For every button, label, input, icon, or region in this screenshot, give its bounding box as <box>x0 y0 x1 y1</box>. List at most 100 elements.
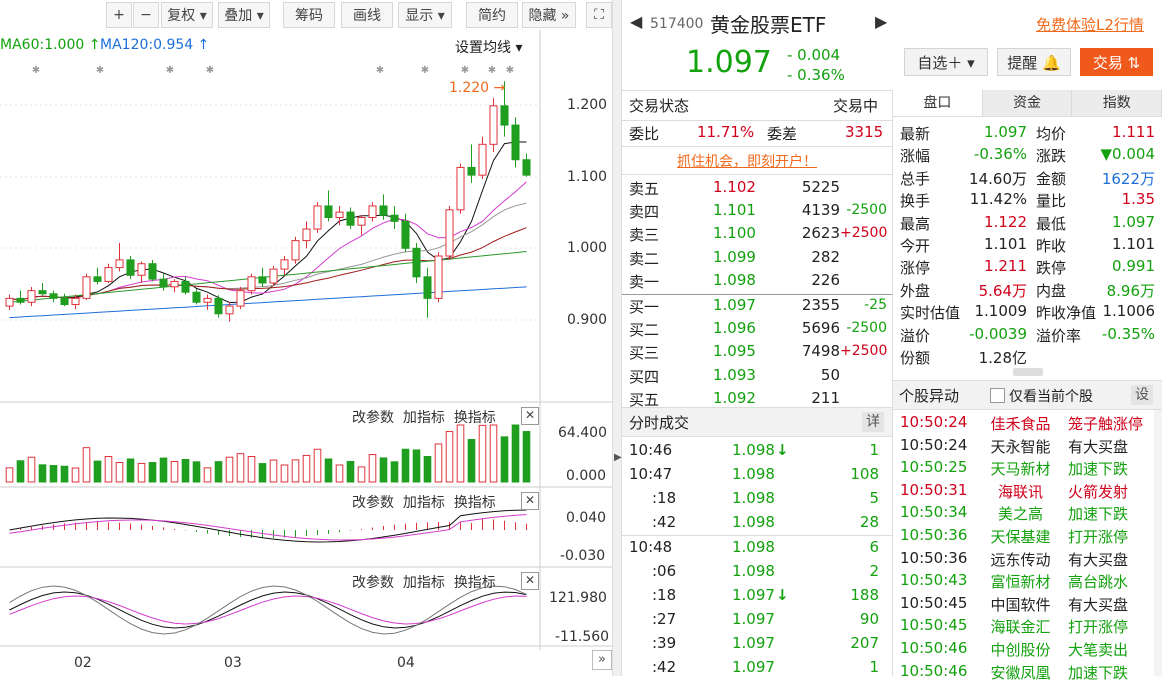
zoom-out-button[interactable]: − <box>133 2 159 28</box>
zoom-in-button[interactable]: + <box>106 2 132 28</box>
event-marker-icon: ✱ <box>506 65 514 76</box>
mover-stock-name[interactable]: 中创股份 <box>990 641 1051 659</box>
hide-button[interactable]: 隐藏 » <box>522 2 576 28</box>
mover-stock-name[interactable]: 中国软件 <box>990 595 1051 614</box>
movers-settings-button[interactable]: 设 <box>1131 385 1153 405</box>
mover-stock-name[interactable]: 美之高 <box>997 505 1043 524</box>
edit-params-button[interactable]: 改参数 <box>352 575 394 591</box>
trade-button[interactable]: 交易 ⇅ <box>1080 48 1153 76</box>
mover-time: 10:50:24 <box>900 413 968 431</box>
mover-stock-name[interactable]: 海联讯 <box>997 482 1043 501</box>
bid-level-price[interactable]: 1.093 <box>713 365 756 384</box>
movers-title: 个股异动 <box>899 387 960 405</box>
bid-level-volume: 2355 <box>801 296 840 314</box>
ask-level-price[interactable]: 1.100 <box>713 224 756 243</box>
stat-value: 1.111 <box>1112 123 1155 141</box>
only-current-checkbox[interactable] <box>990 388 1005 403</box>
tab-funds[interactable]: 资金 <box>982 90 1073 116</box>
candle-body <box>258 276 267 284</box>
add-indicator-button[interactable]: 加指标 <box>402 495 445 511</box>
chips-button[interactable]: 筹码 <box>283 2 335 28</box>
ask-level-price[interactable]: 1.099 <box>713 247 756 266</box>
edit-params-button[interactable]: 改参数 <box>352 410 394 426</box>
tab-pankou[interactable]: 盘口 <box>893 90 983 116</box>
add-watchlist-button[interactable]: 自选＋ ▾ <box>904 48 988 76</box>
movers-scrollbar[interactable] <box>1154 410 1162 676</box>
collapse-handle-icon[interactable]: ▶ <box>614 452 622 463</box>
kline-chart[interactable]: ✱ ✱ ✱ ✱ ✱ ✱ ✱ ✱ ✱ <box>0 30 612 676</box>
candle-body <box>313 205 322 230</box>
change-indicator-button[interactable]: 换指标 <box>453 495 496 511</box>
bid-level-label: 买四 <box>629 367 660 386</box>
stat-label: 溢价 <box>900 326 931 345</box>
mover-stock-name[interactable]: 天永智能 <box>990 437 1051 456</box>
ma-settings-button[interactable]: 设置均线 ▾ <box>455 40 523 56</box>
tick-volume: 90 <box>859 610 879 628</box>
ask-level-price[interactable]: 1.102 <box>713 178 756 196</box>
collapse-handle-icon[interactable] <box>1013 368 1043 376</box>
tick-price: 1.098 <box>732 538 775 556</box>
draw-line-button[interactable]: 画线 <box>341 2 393 28</box>
display-button[interactable]: 显示 ▾ <box>398 2 452 28</box>
prev-symbol-icon[interactable]: ◀ <box>630 12 643 31</box>
simple-button[interactable]: 简约 <box>466 2 518 28</box>
next-symbol-icon[interactable]: ▶ <box>875 12 888 31</box>
bid-level-label: 买一 <box>629 298 660 316</box>
mover-event: 打开涨停 <box>1068 528 1129 546</box>
close-icon[interactable]: ✕ <box>521 572 539 590</box>
bid-level-price[interactable]: 1.097 <box>713 296 756 314</box>
volume-bar <box>313 448 322 483</box>
mover-stock-name[interactable]: 海联金汇 <box>990 618 1051 637</box>
stat-value: 1.101 <box>1112 235 1155 253</box>
mover-stock-name[interactable]: 远东传动 <box>990 550 1051 569</box>
close-icon[interactable]: ✕ <box>521 492 539 510</box>
kdj-subchart-controls: 改参数 加指标 换指标 <box>352 572 496 592</box>
bid-level-price[interactable]: 1.095 <box>713 342 756 361</box>
change-indicator-button[interactable]: 换指标 <box>453 410 496 426</box>
stat-label: 均价 <box>1036 125 1067 143</box>
bid-level-price[interactable]: 1.092 <box>713 388 756 407</box>
stat-label: 换手 <box>900 192 931 211</box>
y-tick-label: 1.100 <box>567 169 608 185</box>
add-indicator-button[interactable]: 加指标 <box>402 575 445 591</box>
mover-stock-name[interactable]: 天马新材 <box>990 460 1051 479</box>
order-book: 交易状态 交易中 委比 11.71% 委差 3315 抓住机会，即刻开户！ 卖五… <box>622 90 892 409</box>
ma120-legend: MA120:0.954 ↑ <box>100 37 210 53</box>
add-indicator-button[interactable]: 加指标 <box>402 410 445 426</box>
mover-stock-name[interactable]: 天保基建 <box>990 528 1051 546</box>
candle-body <box>467 166 476 176</box>
alert-button[interactable]: 提醒 🔔 <box>997 48 1071 76</box>
bid-level-price[interactable]: 1.096 <box>713 319 756 338</box>
wc-value: 3315 <box>845 123 884 141</box>
volume-bar <box>500 436 509 483</box>
y-tick-label: 1.200 <box>567 97 608 113</box>
panel-splitter[interactable]: ▶ <box>612 0 622 676</box>
open-account-link[interactable]: 抓住机会，即刻开户！ <box>677 154 817 170</box>
ticks-detail-button[interactable]: 详 <box>862 412 884 432</box>
candle-body <box>390 214 399 222</box>
stat-label: 内盘 <box>1036 281 1067 300</box>
stat-label: 总手 <box>900 169 931 188</box>
mover-stock-name[interactable]: 富恒新材 <box>990 573 1051 592</box>
overlay-button[interactable]: 叠加 ▾ <box>218 2 270 28</box>
ask-level-price[interactable]: 1.101 <box>713 201 756 220</box>
l2-trial-link[interactable]: 免费体验L2行情 <box>1036 16 1144 34</box>
tick-volume: 1 <box>869 441 879 459</box>
fullscreen-button[interactable]: ⛶ <box>586 2 612 28</box>
macd-dif-line <box>9 509 527 543</box>
scroll-right-icon[interactable]: » <box>592 650 612 670</box>
stat-value: 1.1006 <box>1102 302 1156 321</box>
macd-min-label: -0.030 <box>560 548 606 564</box>
change-indicator-button[interactable]: 换指标 <box>453 575 496 591</box>
volume-bar <box>137 462 146 483</box>
close-icon[interactable]: ✕ <box>521 407 539 425</box>
tab-index[interactable]: 指数 <box>1072 90 1162 116</box>
tick-price: 1.098 <box>732 562 775 580</box>
mover-stock-name[interactable]: 佳禾食品 <box>990 415 1051 433</box>
ask-level-price[interactable]: 1.098 <box>713 270 756 289</box>
adjust-button[interactable]: 复权 ▾ <box>161 2 213 28</box>
edit-params-button[interactable]: 改参数 <box>352 495 394 511</box>
mover-stock-name[interactable]: 安徽凤凰 <box>990 663 1051 682</box>
stat-value: ▼0.004 <box>1100 145 1155 164</box>
volume-bar <box>104 456 113 483</box>
